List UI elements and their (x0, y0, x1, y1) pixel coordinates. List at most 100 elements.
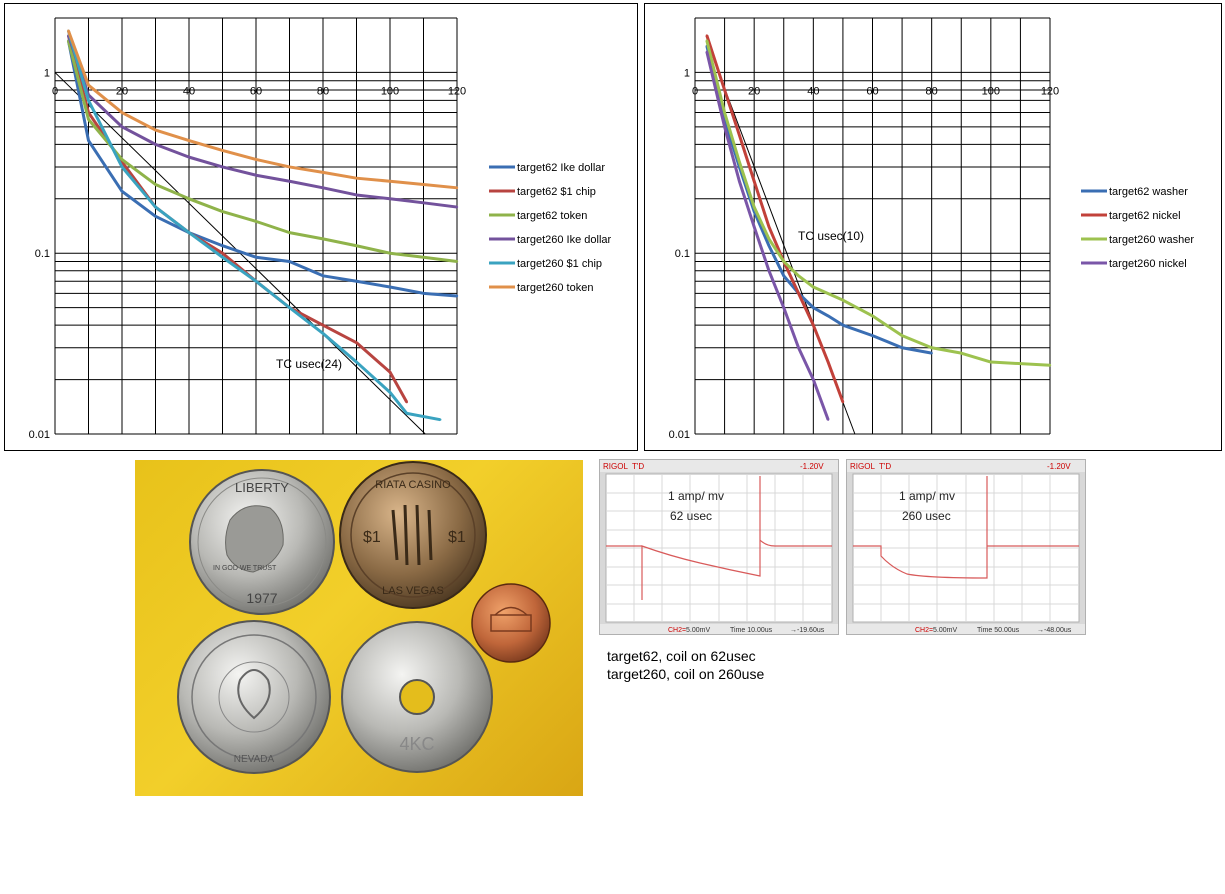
scope-offset: →-19.60us (790, 627, 825, 634)
left-chart-data-point (221, 210, 224, 213)
left-chart-data-point (254, 280, 258, 283)
left-chart-data-point (254, 174, 258, 177)
chart-panel-left: 0 20 40 60 80 100 120 1 0.1 0.01 TC usec(24) target… (4, 3, 638, 451)
left-chart-data-point (87, 118, 90, 121)
left-chart-data-point (288, 180, 291, 183)
left-chart-data-point (439, 418, 442, 421)
right-chart-data-point (723, 88, 726, 92)
right-chart-data-point (738, 160, 741, 164)
left-chart-x-tick-label: 80 (317, 85, 329, 97)
right-chart-x-tick-label: 40 (807, 85, 819, 97)
right-chart-x-tick-label: 120 (1041, 85, 1059, 97)
left-chart-data-point (120, 165, 124, 169)
scope-mode: T'D (879, 462, 891, 471)
left-chart-x-tick-label: 100 (381, 85, 399, 97)
left-chart-legend-label: target62 token (517, 210, 587, 222)
right-chart-data-point (797, 292, 800, 295)
right-chart-data-point (812, 323, 815, 327)
scope-volts: 5.00mV (933, 627, 957, 634)
left-chart-y-tick-label: 0.01 (29, 429, 50, 441)
left-chart-data-point (355, 176, 358, 180)
left-chart-data-point (254, 256, 258, 259)
chip-lasvegas-text: LAS VEGAS (382, 585, 444, 597)
left-chart-legend-label: target260 Ike dollar (517, 234, 612, 246)
right-chart-data-point (782, 260, 785, 263)
right-chart-annotation: TC usec(10) (798, 229, 864, 243)
scope-channel: CH2= (668, 627, 686, 634)
ike-dollar-coin: LIBERTY IN GOD WE TRUST 1977 (189, 469, 335, 615)
right-chart-data-point (752, 180, 756, 183)
left-chart-data-point (87, 99, 90, 102)
left-chart-data-point (422, 183, 425, 186)
left-chart-data-point (355, 360, 358, 364)
right-chart-data-point (752, 225, 756, 228)
scope-time: Time 50.00us (977, 627, 1020, 634)
left-chart-data-point (154, 215, 157, 218)
scope-trigger: -1.20V (800, 462, 824, 471)
left-chart-data-point (321, 332, 325, 335)
chip-value-right: $1 (448, 529, 466, 546)
right-chart-data-point (705, 39, 709, 42)
left-chart-data-point (288, 306, 291, 309)
ike-year-text: 1977 (246, 590, 277, 606)
left-chart-data-point (321, 171, 325, 174)
right-chart-data-point (841, 323, 845, 327)
casino-token-coin: NEVADA (177, 620, 331, 774)
left-chart-data-point (154, 205, 157, 209)
scope-display-260: RIGOL T'D -1.20V 1 amp/ mv 260 usec CH2=… (847, 460, 1085, 634)
left-chart-data-point (422, 201, 425, 205)
right-chart-data-point (723, 125, 726, 129)
left-chart-data-point (388, 285, 392, 289)
right-chart-data-point (782, 274, 785, 277)
right-chart-y-tick-label: 0.01 (669, 429, 690, 441)
left-chart-y-tick-label: 1 (44, 67, 50, 79)
left-chart-data-point (388, 252, 392, 255)
right-chart-data-point (723, 111, 726, 114)
washer-stamp-text: 4KC (399, 734, 434, 754)
left-chart-x-tick-label: 40 (183, 85, 195, 97)
right-chart-legend-label: target260 washer (1109, 234, 1194, 246)
scope-label-2: 62 usec (670, 509, 712, 523)
left-chart-data-point (221, 149, 224, 152)
left-chart-data-point (405, 412, 408, 415)
left-chart-data-point (221, 244, 224, 247)
left-chart-data-point (355, 280, 358, 283)
scope-volts: 5.00mV (686, 627, 710, 634)
right-chart-series-line (705, 35, 845, 403)
scope-brand: RIGOL (850, 462, 875, 471)
right-chart-legend-label: target62 nickel (1109, 210, 1181, 222)
left-chart-data-point (254, 158, 258, 161)
left-chart-series-line (66, 40, 458, 263)
left-chart-data-point (388, 197, 392, 200)
right-chart-data-point (812, 378, 815, 381)
right-chart-data-point (738, 180, 741, 183)
left-chart-annotation: TC usec(24) (276, 357, 342, 371)
right-chart-data-point (767, 237, 771, 241)
scope-trigger: -1.20V (1047, 462, 1071, 471)
left-chart-data-point (321, 274, 325, 277)
right-chart-legend-label: target62 washer (1109, 186, 1188, 198)
left-chart-legend-label: target260 $1 chip (517, 258, 602, 270)
right-chart-x-tick-label: 80 (926, 85, 938, 97)
right-chart-data-point (900, 334, 904, 337)
right-chart-data-point (989, 360, 993, 364)
scope-brand: RIGOL (603, 462, 628, 471)
right-chart-data-point (812, 285, 815, 289)
caption-line-2: target260, coil on 260use (607, 666, 765, 682)
right-chart-x-tick-label: 0 (692, 85, 698, 97)
left-chart-data-point (455, 294, 459, 298)
left-chart-data-point (187, 139, 191, 142)
nickel-coin (471, 583, 551, 663)
casino-chip-coin: RIATA CASINO $1 $1 LAS VEGAS (339, 461, 487, 609)
left-chart-data-point (67, 29, 70, 32)
left-chart-data-point (388, 391, 392, 394)
left-chart-legend-label: target62 $1 chip (517, 186, 596, 198)
right-chart-data-point (1048, 364, 1052, 367)
washer-coin: 4KC (341, 621, 493, 773)
left-chart-data-point (154, 183, 157, 186)
left-chart-data-point (422, 292, 425, 295)
left-chart-data-point (455, 205, 459, 209)
left-chart-x-tick-label: 0 (52, 85, 58, 97)
left-chart-data-point (254, 220, 258, 223)
left-chart-data-point (422, 256, 425, 259)
